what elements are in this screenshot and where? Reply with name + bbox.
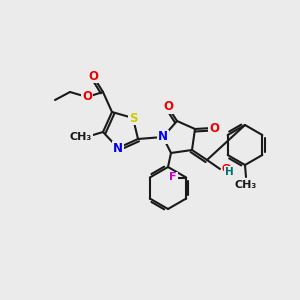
Text: N: N <box>158 130 168 143</box>
Text: H: H <box>225 167 233 177</box>
Text: N: N <box>113 142 123 154</box>
Text: S: S <box>129 112 137 124</box>
Text: CH₃: CH₃ <box>70 132 92 142</box>
Text: O: O <box>88 70 98 83</box>
Text: O: O <box>222 164 231 174</box>
Text: O: O <box>209 122 219 134</box>
Text: methyl: methyl <box>83 137 88 138</box>
Text: CH₃: CH₃ <box>235 180 257 190</box>
Text: O: O <box>163 100 173 113</box>
Text: F: F <box>169 172 177 182</box>
Text: O: O <box>82 91 92 103</box>
